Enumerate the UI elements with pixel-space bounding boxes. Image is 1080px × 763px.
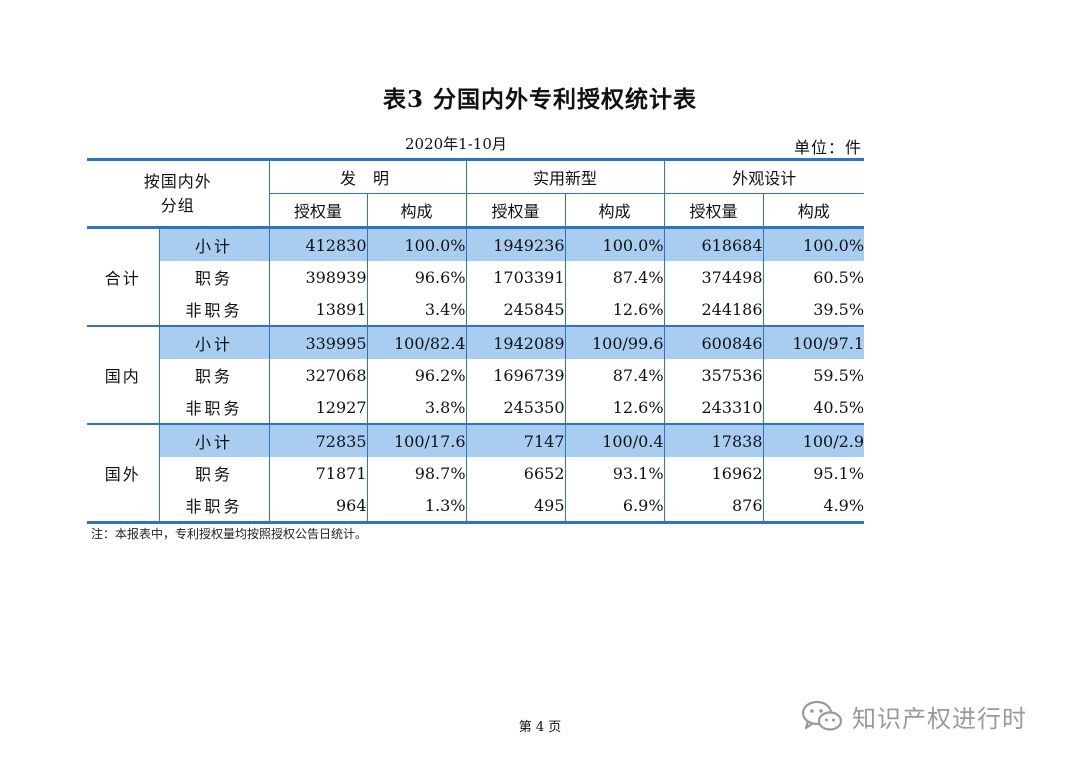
share-cell: 1.3% — [366, 489, 467, 523]
share-cell: 96.6% — [366, 261, 467, 293]
table-row: 非职务 964 1.3% 495 6.9% 876 4.9% — [87, 489, 865, 523]
count-cell: 357536 — [663, 359, 764, 391]
count-cell: 1696739 — [465, 359, 566, 391]
share-cell: 6.9% — [564, 489, 665, 523]
group-name: 国外 — [87, 423, 160, 523]
share-cell: 12.6% — [564, 293, 665, 326]
share-cell: 40.5% — [762, 391, 865, 424]
share-cell: 87.4% — [564, 359, 665, 391]
row-label: 非职务 — [185, 399, 243, 418]
share-cell: 100/97.1 — [762, 325, 865, 359]
share-cell: 100/99.6 — [564, 325, 665, 359]
count-cell: 71871 — [268, 457, 368, 489]
count-cell: 600846 — [663, 325, 764, 359]
group-header: 按国内外 分组 — [87, 159, 270, 229]
share-cell: 93.1% — [564, 457, 665, 489]
share-cell: 59.5% — [762, 359, 865, 391]
share-cell: 100.0% — [366, 227, 467, 261]
share-cell: 100/0.4 — [564, 423, 665, 457]
row-label: 职务 — [195, 269, 234, 288]
period-label: 2020年1-10月 — [405, 135, 507, 153]
count-cell: 244186 — [663, 293, 764, 326]
share-cell: 4.9% — [762, 489, 865, 523]
sub-header-count: 授权量 — [268, 193, 368, 229]
sub-header-share: 构成 — [762, 193, 865, 229]
table-row: 非职务 13891 3.4% 245845 12.6% 244186 39.5% — [87, 293, 865, 326]
share-cell: 100/17.6 — [366, 423, 467, 457]
share-cell: 39.5% — [762, 293, 865, 326]
count-cell: 13891 — [268, 293, 368, 326]
sub-header-share: 构成 — [366, 193, 467, 229]
table-row: 非职务 12927 3.8% 245350 12.6% 243310 40.5% — [87, 391, 865, 424]
share-cell: 3.4% — [366, 293, 467, 326]
share-cell: 95.1% — [762, 457, 865, 489]
count-cell: 964 — [268, 489, 368, 523]
count-cell: 374498 — [663, 261, 764, 293]
count-cell: 1703391 — [465, 261, 566, 293]
count-cell: 876 — [663, 489, 764, 523]
count-cell: 1949236 — [465, 227, 566, 261]
share-cell: 100/82.4 — [366, 325, 467, 359]
table-row: 合计 小计 412830 100.0% 1949236 100.0% 618684 100.0… — [87, 227, 865, 326]
count-cell: 618684 — [663, 227, 764, 261]
row-label: 小计 — [159, 227, 270, 261]
count-cell: 339995 — [268, 325, 368, 359]
header-utility: 实用新型 — [465, 159, 665, 194]
row-label: 小计 — [159, 423, 270, 457]
table-row: 国内 小计 339995 100/82.4 1942089 100/99.6 600846 1… — [87, 325, 865, 424]
unit-label: 单位：件 — [793, 138, 862, 157]
row-label: 小计 — [159, 325, 270, 359]
share-cell: 100.0% — [564, 227, 665, 261]
share-cell: 3.8% — [366, 391, 467, 424]
footnote: 注：本报表中，专利授权量均按照授权公告日统计。 — [91, 527, 368, 541]
group-name: 合计 — [87, 227, 160, 326]
count-cell: 6652 — [465, 457, 566, 489]
sub-header-count: 授权量 — [663, 193, 764, 229]
count-cell: 72835 — [268, 423, 368, 457]
count-cell: 245350 — [465, 391, 566, 424]
count-cell: 327068 — [268, 359, 368, 391]
row-label: 非职务 — [185, 497, 243, 516]
share-cell: 12.6% — [564, 391, 665, 424]
table-row: 职务 398939 96.6% 1703391 87.4% 374498 60.5% — [87, 261, 865, 293]
patent-grant-table: 按国内外 分组 发 明 实用新型 外观设计 授权量 构成 授权量 构成 授权量 … — [87, 158, 865, 524]
count-cell: 243310 — [663, 391, 764, 424]
count-cell: 7147 — [465, 423, 566, 457]
sub-header-count: 授权量 — [465, 193, 566, 229]
watermark-text: 知识产权进行时 — [852, 704, 1027, 733]
share-cell: 98.7% — [366, 457, 467, 489]
table-row: 职务 71871 98.7% 6652 93.1% 16962 95.1% — [87, 457, 865, 489]
count-cell: 245845 — [465, 293, 566, 326]
share-cell: 87.4% — [564, 261, 665, 293]
count-cell: 495 — [465, 489, 566, 523]
table-title: 表3 分国内外专利授权统计表 — [382, 86, 697, 113]
table-row: 国外 小计 72835 100/17.6 7147 100/0.4 17838 100/2.9 — [87, 423, 865, 523]
count-cell: 17838 — [663, 423, 764, 457]
header-invention: 发 明 — [268, 159, 467, 194]
page-number: 第 4 页 — [518, 720, 562, 735]
count-cell: 412830 — [268, 227, 368, 261]
count-cell: 16962 — [663, 457, 764, 489]
count-cell: 12927 — [268, 391, 368, 424]
share-cell: 96.2% — [366, 359, 467, 391]
watermark: 知识产权进行时 — [800, 698, 1027, 734]
table-row: 职务 327068 96.2% 1696739 87.4% 357536 59.5% — [87, 359, 865, 391]
count-cell: 1942089 — [465, 325, 566, 359]
row-label: 职务 — [195, 367, 234, 386]
share-cell: 100.0% — [762, 227, 865, 261]
count-cell: 398939 — [268, 261, 368, 293]
sub-header-share: 构成 — [564, 193, 665, 229]
group-name: 国内 — [87, 325, 160, 424]
share-cell: 100/2.9 — [762, 423, 865, 457]
share-cell: 60.5% — [762, 261, 865, 293]
row-label: 职务 — [195, 465, 234, 484]
header-design: 外观设计 — [663, 159, 865, 194]
wechat-icon — [801, 700, 843, 731]
row-label: 非职务 — [185, 301, 243, 320]
